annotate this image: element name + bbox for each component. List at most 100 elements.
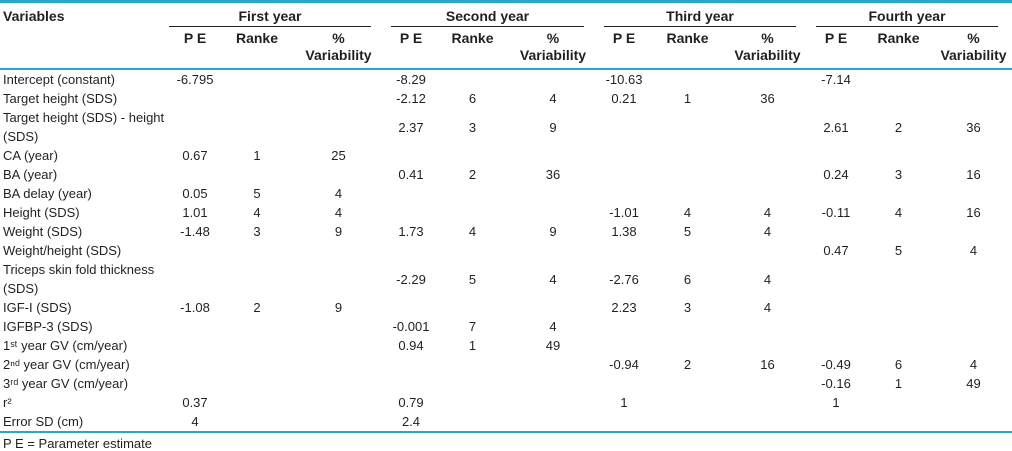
value-cell xyxy=(810,260,862,298)
value-cell: -0.94 xyxy=(609,357,639,372)
value-cell: 4 xyxy=(683,205,692,220)
table-row: Height (SDS) 1.01 4 4 -1.01 4 4 -0.11 4 16 xyxy=(0,203,1012,222)
value-cell: 0.37 xyxy=(182,395,208,410)
value-cell: 4 xyxy=(763,300,772,315)
row-label: Weight/height (SDS) xyxy=(3,243,122,258)
table-row: Weight (SDS) -1.48 3 9 1.73 4 9 1.38 5 4 xyxy=(0,222,1012,241)
value-cell xyxy=(385,184,437,203)
value-cell xyxy=(508,241,598,260)
value-cell xyxy=(222,108,292,146)
ranke-header: Ranke xyxy=(437,27,508,70)
value-cell xyxy=(168,374,222,393)
value-cell: -2.29 xyxy=(396,271,426,287)
value-cell: -0.11 xyxy=(821,205,851,220)
value-cell: 5 xyxy=(253,186,261,201)
value-cell: 36 xyxy=(545,167,561,182)
footnote: P E = Parameter estimate xyxy=(3,436,152,451)
value-cell: -8.29 xyxy=(396,72,426,87)
value-cell: 1 xyxy=(683,91,692,106)
value-cell: 25 xyxy=(331,148,346,163)
value-cell xyxy=(168,336,222,355)
value-cell xyxy=(437,203,508,222)
value-cell xyxy=(650,241,725,260)
value-cell xyxy=(292,69,385,89)
table-body: Intercept (constant) -6.795 -8.29 -10.63 -7.… xyxy=(0,69,1012,433)
year-group-label: Second year xyxy=(391,3,584,27)
value-cell: -7.14 xyxy=(821,72,851,87)
table-row: IGF-I (SDS) -1.08 2 9 2.23 3 4 xyxy=(0,298,1012,317)
value-cell xyxy=(292,374,385,393)
value-cell: 3 xyxy=(253,224,261,239)
value-cell: 1 xyxy=(894,376,903,391)
value-cell: 2 xyxy=(468,167,477,182)
value-cell xyxy=(292,412,385,433)
value-cell: 5 xyxy=(683,224,692,239)
value-cell: -2.12 xyxy=(396,91,426,106)
value-cell: 4 xyxy=(969,243,978,258)
value-cell xyxy=(725,165,810,184)
row-label: BA (year) xyxy=(3,167,58,182)
value-cell: 3 xyxy=(468,119,477,135)
value-cell: -1.48 xyxy=(180,224,210,239)
value-cell xyxy=(725,393,810,412)
value-cell xyxy=(598,412,650,433)
value-cell xyxy=(650,374,725,393)
pe-header: P E xyxy=(168,27,222,70)
value-cell xyxy=(222,317,292,336)
row-label: 2ⁿᵈ year GV (cm/year) xyxy=(3,357,130,372)
value-cell: 36 xyxy=(760,91,775,106)
value-cell xyxy=(862,336,935,355)
row-label: IGFBP-3 (SDS) xyxy=(3,319,93,334)
value-cell: 1 xyxy=(832,395,840,410)
row-label: 3ʳᵈ year GV (cm/year) xyxy=(3,376,129,391)
value-cell: 0.24 xyxy=(823,167,849,182)
value-cell xyxy=(222,89,292,108)
value-cell xyxy=(725,184,810,203)
year-group-label: Third year xyxy=(604,3,796,27)
value-cell xyxy=(650,336,725,355)
value-cell: 4 xyxy=(334,186,343,201)
table-row: Weight/height (SDS) 0.47 5 4 xyxy=(0,241,1012,260)
value-cell: 4 xyxy=(969,357,978,372)
value-cell xyxy=(810,184,862,203)
value-cell xyxy=(385,374,437,393)
value-cell xyxy=(862,260,935,298)
value-cell xyxy=(385,241,437,260)
value-cell: 1.01 xyxy=(182,205,208,220)
value-cell: 1 xyxy=(253,148,261,163)
value-cell xyxy=(598,146,650,165)
row-label: IGF-I (SDS) xyxy=(3,300,72,315)
value-cell xyxy=(935,222,1012,241)
value-cell xyxy=(222,374,292,393)
table-row: r² 0.37 0.79 1 1 xyxy=(0,393,1012,412)
value-cell xyxy=(935,393,1012,412)
value-cell: 9 xyxy=(334,300,343,315)
value-cell xyxy=(725,241,810,260)
value-cell xyxy=(810,146,862,165)
value-cell: 2.23 xyxy=(611,300,637,315)
value-cell xyxy=(222,412,292,433)
value-cell xyxy=(292,393,385,412)
value-cell: 6 xyxy=(468,91,477,106)
value-cell xyxy=(292,336,385,355)
subheader-row: P E Ranke % Variability P E Ranke % Vari… xyxy=(0,27,1012,70)
variability-header: % Variability xyxy=(935,27,1012,70)
value-cell: 1.38 xyxy=(611,224,637,239)
value-cell: -6.795 xyxy=(176,72,214,87)
value-cell xyxy=(437,241,508,260)
value-cell xyxy=(862,393,935,412)
value-cell: 0.94 xyxy=(398,338,424,353)
value-cell: 4 xyxy=(894,205,903,220)
value-cell xyxy=(598,317,650,336)
table-row: BA (year) 0.41 2 36 0.24 3 16 xyxy=(0,165,1012,184)
year-group-header-fourth: Fourth year xyxy=(810,2,1012,27)
value-cell xyxy=(725,108,810,146)
row-label: Target height (SDS) xyxy=(3,91,118,106)
value-cell xyxy=(598,165,650,184)
value-cell: 0.79 xyxy=(398,395,424,410)
value-cell: -1.08 xyxy=(180,300,210,315)
value-cell xyxy=(725,374,810,393)
value-cell xyxy=(810,298,862,317)
value-cell xyxy=(862,89,935,108)
value-cell xyxy=(168,317,222,336)
